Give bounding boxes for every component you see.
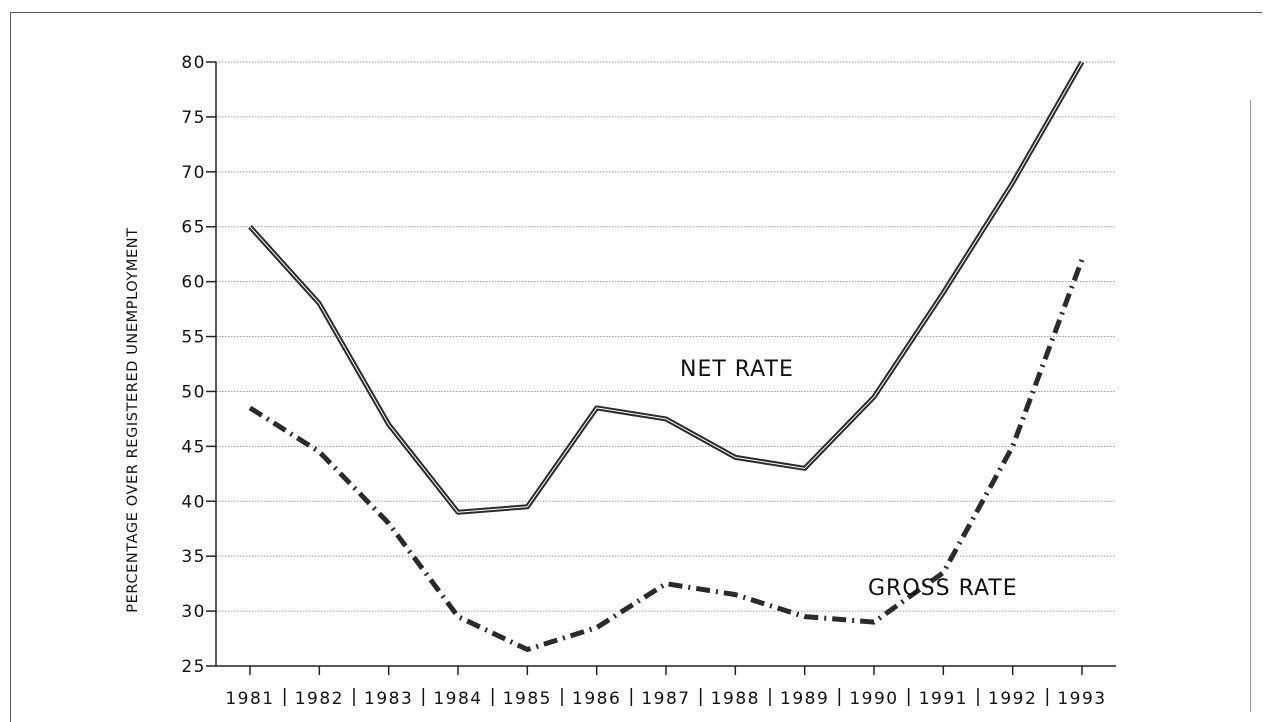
x-tick-label: 1992 [988,689,1037,709]
x-tick-label: 1993 [1057,689,1106,709]
gross-rate-label: GROSS RATE [868,576,1018,601]
x-tick-label: 1990 [849,689,898,709]
x-tick-label: 1987 [641,689,690,709]
y-tick-label: 40 [181,492,206,512]
y-tick-label: 30 [181,602,206,622]
x-tick-label: 1983 [364,689,413,709]
y-axis-title: PERCENTAGE OVER REGISTERED UNEMPLOYMENT [125,227,141,612]
y-tick-label: 70 [181,163,206,183]
y-tick-label: 75 [181,108,206,128]
net-rate-line-highlight [250,62,1082,512]
y-axis-ticks: 25 30 35 40 45 50 55 60 65 70 75 80 [181,53,216,677]
x-tick-label: 1989 [780,689,829,709]
y-tick-label: 50 [181,382,206,402]
y-tick-label: 45 [181,437,206,457]
x-tick-label: 1991 [919,689,968,709]
x-tick-label: 1988 [711,689,760,709]
y-tick-label: 55 [181,328,206,348]
series-labels: NET RATE GROSS RATE [680,357,1018,601]
x-tick-label: 1986 [572,689,621,709]
x-tick-label: 1985 [503,689,552,709]
series-lines [250,62,1082,650]
y-tick-label: 65 [181,218,206,238]
x-tick-label: 1982 [295,689,344,709]
y-tick-label: 25 [181,657,206,677]
net-rate-line [250,62,1082,512]
y-tick-label: 80 [181,53,206,73]
net-rate-label: NET RATE [680,357,794,382]
y-tick-label: 60 [181,273,206,293]
x-axis-ticks: 1981 1982 1983 1984 1985 1986 1987 1988 1989 1990… [225,666,1106,709]
x-tick-label: 1981 [225,689,274,709]
y-tick-label: 35 [181,547,206,567]
x-tick-label: 1984 [433,689,482,709]
gridlines [216,62,1116,611]
